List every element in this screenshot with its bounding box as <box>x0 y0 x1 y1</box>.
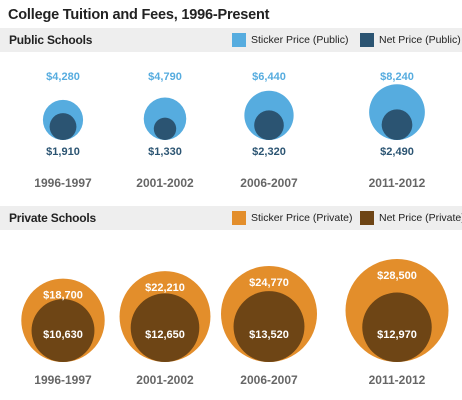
private-net-label: $12,970 <box>377 329 417 341</box>
public-net-label: $2,320 <box>252 146 286 158</box>
public-sticker-label: $4,280 <box>46 71 80 83</box>
private-net-label: $10,630 <box>43 329 83 341</box>
legend-label-private-net: Net Price (Private) <box>379 212 462 224</box>
legend-label-private-sticker: Sticker Price (Private) <box>251 212 353 224</box>
public-header-band: Public Schools Sticker Price (Public) Ne… <box>0 28 462 52</box>
chart-title: College Tuition and Fees, 1996-Present <box>8 7 270 23</box>
legend-label-public-sticker: Sticker Price (Public) <box>251 34 349 46</box>
public-net-bubble <box>381 109 413 140</box>
public-year-label: 2011-2012 <box>369 176 426 190</box>
private-sticker-label: $22,210 <box>145 282 185 294</box>
private-year-label: 1996-1997 <box>34 373 92 387</box>
public-net-bubble <box>49 113 77 140</box>
public-section-title: Public Schools <box>9 33 93 47</box>
private-year-label: 2001-2002 <box>136 373 194 387</box>
private-year-label: 2011-2012 <box>369 373 426 387</box>
public-net-bubble <box>153 117 177 140</box>
private-net-label: $13,520 <box>249 329 289 341</box>
public-year-label: 2001-2002 <box>136 176 194 190</box>
private-year-label: 2006-2007 <box>240 373 298 387</box>
private-net-bubble <box>130 293 200 363</box>
public-sticker-label: $4,790 <box>148 71 182 83</box>
private-net-label: $12,650 <box>145 329 185 341</box>
legend-label-public-net: Net Price (Public) <box>379 34 461 46</box>
public-net-label: $1,330 <box>148 146 182 158</box>
public-year-label: 1996-1997 <box>34 176 92 190</box>
public-net-label: $1,910 <box>46 146 80 158</box>
private-sticker-label: $24,770 <box>249 277 289 289</box>
private-section-title: Private Schools <box>9 211 97 225</box>
private-net-bubble <box>233 291 305 362</box>
legend-swatch-public-net <box>360 33 374 47</box>
private-sticker-label: $28,500 <box>377 270 417 282</box>
legend-swatch-public-sticker <box>232 33 246 47</box>
legend-swatch-private-net <box>360 211 374 225</box>
private-net-bubble <box>362 292 432 362</box>
public-sticker-label: $6,440 <box>252 71 286 83</box>
private-net-bubble <box>31 299 95 362</box>
public-year-label: 2006-2007 <box>240 176 298 190</box>
public-net-bubble <box>254 110 284 140</box>
private-sticker-label: $18,700 <box>43 290 83 302</box>
public-sticker-label: $8,240 <box>380 71 414 83</box>
public-net-label: $2,490 <box>380 146 414 158</box>
private-header-band: Private Schools Sticker Price (Private) … <box>0 206 462 230</box>
legend-swatch-private-sticker <box>232 211 246 225</box>
